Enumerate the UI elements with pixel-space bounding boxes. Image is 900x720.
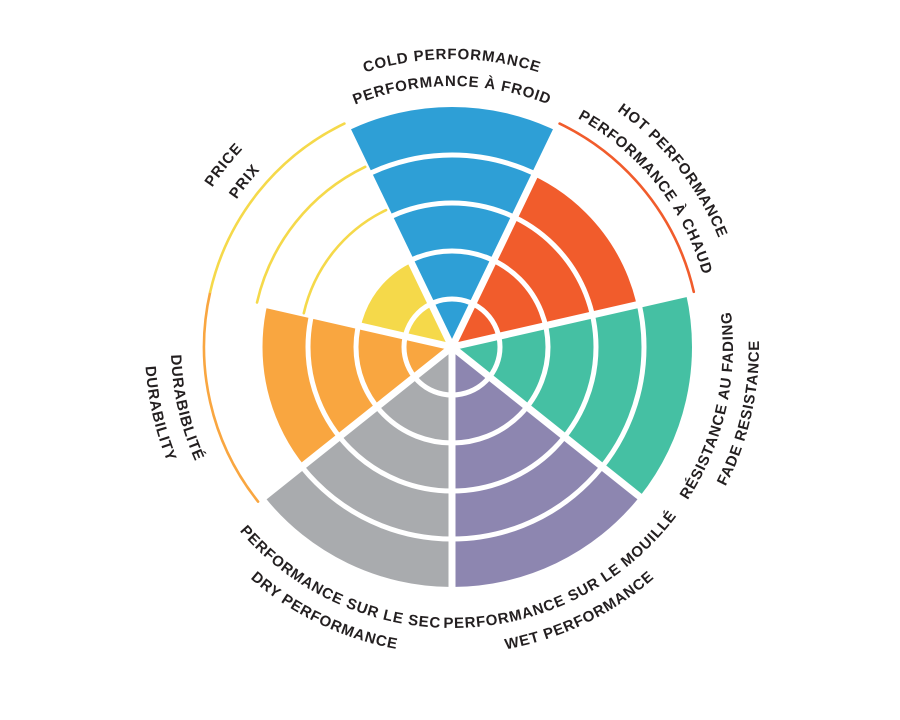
missing-ring-arc-hot-performance-5 <box>558 122 696 294</box>
segment-wedge-wet-performance <box>452 347 640 587</box>
sector-divider-6 <box>341 122 456 349</box>
segment-label-text-cold-performance-line1: COLD PERFORMANCE <box>361 46 542 76</box>
missing-ring-arc-durability-5 <box>202 290 260 503</box>
sector-divider-0 <box>448 122 563 349</box>
segment-wedge-fade-resistance <box>452 293 692 497</box>
segment-wedge-cold-performance <box>347 107 557 348</box>
segment-label-cold-performance-line1: COLD PERFORMANCE <box>361 46 543 76</box>
segment-label-text-hot-performance-line1: HOT PERFORMANCE <box>615 100 730 240</box>
missing-ring-arc-price-4 <box>255 165 367 304</box>
sector-divider-2 <box>449 344 648 504</box>
sector-divider-1 <box>451 288 694 351</box>
segment-wedge-dry-performance <box>264 347 452 587</box>
missing-ring-arc-price-3 <box>302 208 388 315</box>
sector-divider-4 <box>256 344 455 504</box>
missing-ring-arc-price-5 <box>208 122 346 294</box>
segment-label-hot-performance-line1: HOT PERFORMANCE <box>615 100 731 240</box>
segment-label-text-cold-performance-line2: PERFORMANCE À FROID <box>350 73 552 108</box>
sector-divider-5 <box>210 288 453 351</box>
segment-label-cold-performance-line2: PERFORMANCE À FROID <box>350 73 553 108</box>
